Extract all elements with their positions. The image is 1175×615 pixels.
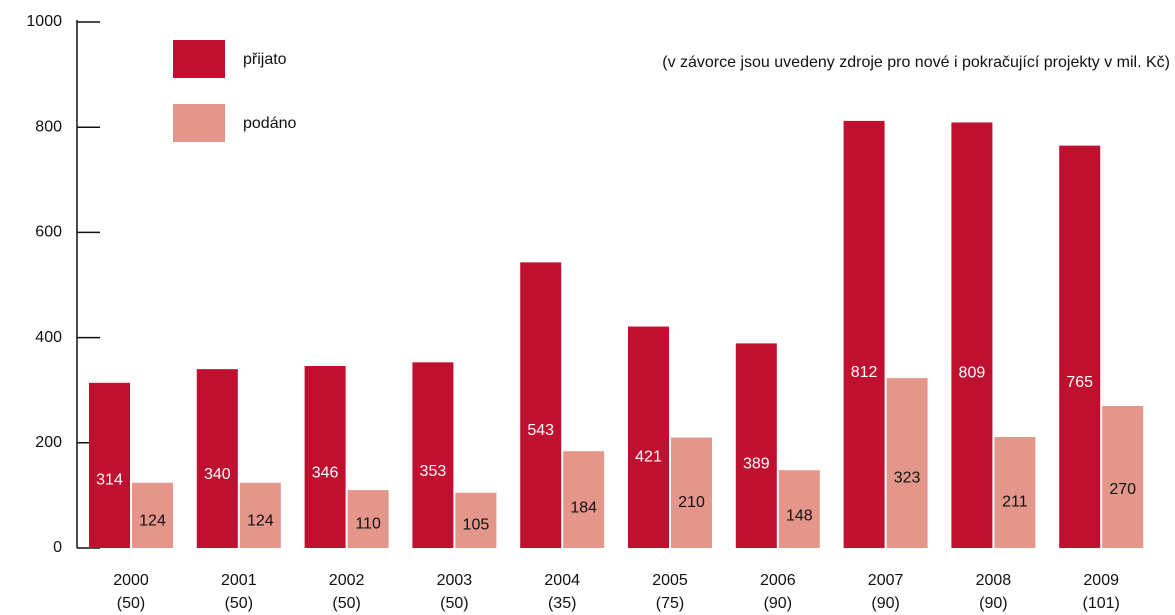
annotation: (v závorce jsou uvedeny zdroje pro nové … [662,54,1170,71]
y-tick-label: 0 [53,539,62,556]
bar-value-label: 765 [1066,374,1093,391]
x-tick-label: 2004 [544,572,580,589]
bar [347,490,389,548]
legend-label: podáno [243,115,296,132]
x-tick-sublabel: (90) [979,595,1007,612]
bar [563,451,605,548]
bar-value-label: 105 [463,517,490,534]
bar-value-label: 270 [1109,481,1136,498]
x-tick-sublabel: (35) [548,595,576,612]
legend-label: přijato [243,51,287,68]
bar-value-label: 543 [527,422,554,439]
bar-value-label: 110 [355,515,381,532]
bar-value-label: 421 [635,448,662,465]
bar [671,437,712,548]
bar [1059,145,1101,549]
x-tick-sublabel: (90) [871,595,899,612]
y-tick-label: 200 [35,434,62,451]
bar [412,362,454,548]
bar-value-label: 389 [743,455,770,472]
bar-value-label: 340 [204,466,231,483]
bar-value-label: 124 [247,512,274,529]
y-tick-label: 400 [35,329,62,346]
bar [239,482,281,548]
bar [132,482,173,548]
y-tick-label: 600 [35,224,62,241]
x-tick-label: 2009 [1083,572,1119,589]
bar [778,470,820,548]
x-tick-sublabel: (75) [656,595,684,612]
bar [994,437,1036,548]
x-tick-sublabel: (90) [764,595,792,612]
bar [843,120,885,548]
bar [951,122,993,548]
x-tick-label: 2008 [976,572,1012,589]
y-tick-label: 800 [35,118,62,135]
x-tick-label: 2000 [113,572,149,589]
x-tick-label: 2007 [868,572,904,589]
x-tick-sublabel: (101) [1083,595,1120,612]
bar [304,366,346,548]
bar-value-label: 346 [312,465,339,482]
x-tick-label: 2001 [221,572,257,589]
x-tick-sublabel: (50) [225,595,253,612]
legend-swatch [173,104,225,142]
bar [1102,405,1144,548]
bar [628,326,669,548]
bar-value-label: 124 [139,512,166,529]
bar-value-label: 210 [678,494,705,511]
x-tick-label: 2005 [652,572,688,589]
bar-value-label: 809 [959,365,986,382]
bar-value-label: 314 [96,472,123,489]
x-tick-label: 2003 [437,572,473,589]
x-tick-sublabel: (50) [440,595,468,612]
bar [520,262,562,548]
x-tick-sublabel: (50) [117,595,145,612]
bar-value-label: 323 [894,470,921,487]
x-tick-label: 2006 [760,572,796,589]
y-tick-label: 1000 [26,13,62,30]
x-tick-label: 2002 [329,572,365,589]
bar-value-label: 148 [786,507,813,524]
bar [735,343,777,548]
bar-value-label: 184 [570,500,597,517]
bar-value-label: 211 [1002,494,1028,511]
x-tick-sublabel: (50) [332,595,360,612]
bar-value-label: 812 [851,364,878,381]
bar [196,369,238,548]
bar [89,382,130,548]
legend-swatch [173,40,225,78]
bar [886,378,928,548]
bar-value-label: 353 [420,463,447,480]
bar [455,492,497,548]
